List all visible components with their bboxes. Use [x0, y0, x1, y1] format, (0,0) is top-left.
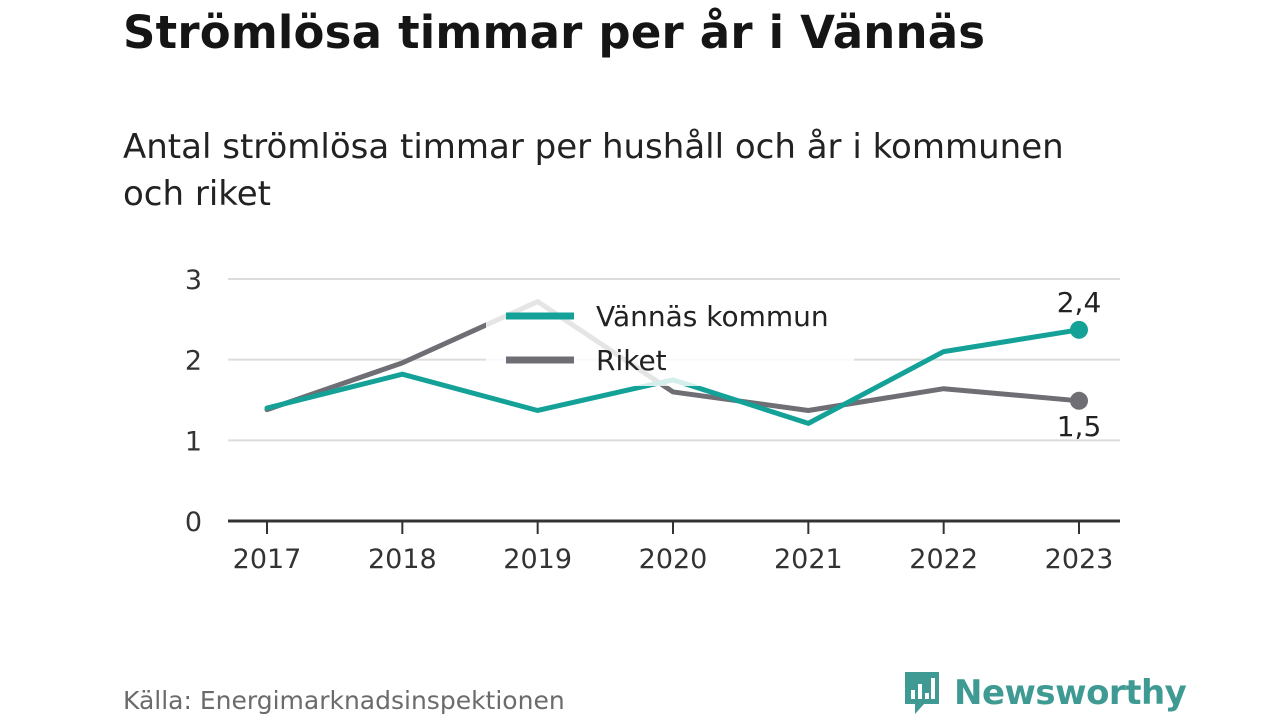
chart-title: Strömlösa timmar per år i Vännäs	[123, 6, 986, 59]
x-tick-label: 2020	[639, 544, 708, 575]
x-tick-label: 2023	[1045, 544, 1114, 575]
brand-name: Newsworthy	[954, 673, 1187, 713]
end-point-marker	[1070, 391, 1088, 410]
x-tick-label: 2018	[368, 544, 437, 575]
data-label: 2,4	[1057, 286, 1102, 319]
chart-subtitle: Antal strömlösa timmar per hushåll och å…	[123, 127, 1064, 214]
legend-background	[486, 294, 854, 386]
end-point-marker	[1070, 320, 1088, 339]
y-tick-label: 2	[185, 346, 202, 377]
x-tick-label: 2019	[503, 544, 572, 575]
y-tick-label: 1	[185, 426, 202, 457]
legend-label: Vännäs kommun	[596, 300, 829, 333]
y-tick-label: 0	[185, 507, 202, 538]
series-line-riket	[264, 299, 1082, 413]
brand-logo: Newsworthy	[902, 670, 1187, 716]
y-tick-label: 3	[185, 265, 202, 296]
source-note: Källa: Energimarknadsinspektionen	[123, 686, 565, 715]
data-label: 1,5	[1057, 410, 1102, 443]
bar-chart-speech-bubble-icon	[902, 670, 942, 716]
x-tick-label: 2022	[909, 544, 978, 575]
x-tick-label: 2017	[233, 544, 302, 575]
x-tick-label: 2021	[774, 544, 843, 575]
legend-label: Riket	[596, 344, 667, 377]
